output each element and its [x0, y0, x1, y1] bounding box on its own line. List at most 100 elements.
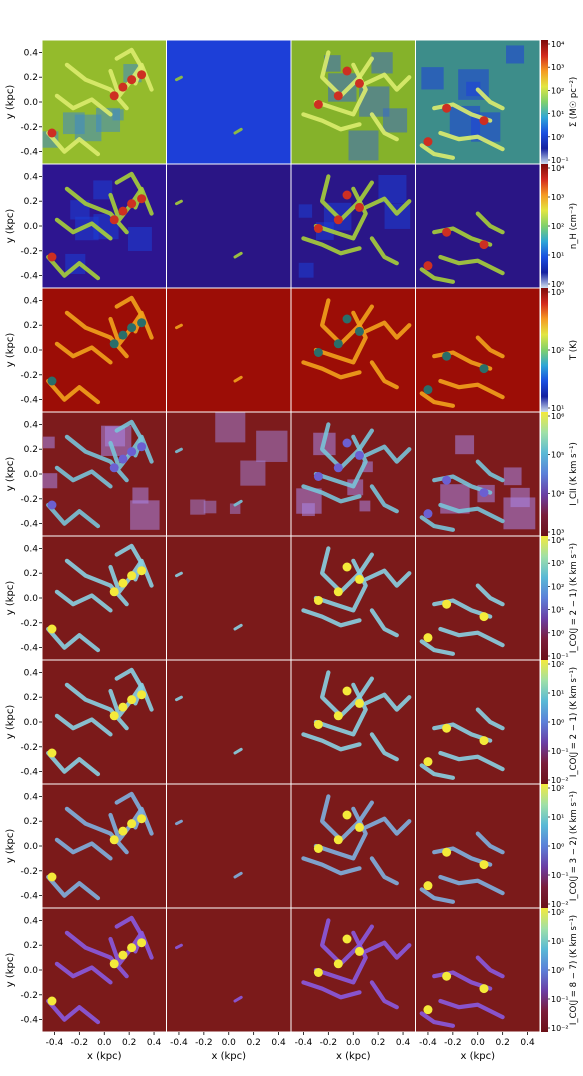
filament [438, 750, 505, 772]
y-tick-label: -0.2 [20, 371, 38, 381]
amr-cell [384, 203, 411, 229]
amr-cell [506, 45, 525, 64]
colorbar-row-1: 10⁴ 10³ 10² 10¹ 10⁰ 10⁻¹ Σ (M☉ pc⁻²) [541, 40, 579, 165]
y-tick-label: -0.4 [20, 396, 38, 406]
colorbar-label: T (K) [569, 340, 579, 361]
amr-cell [455, 435, 475, 455]
clump [118, 702, 128, 712]
amr-cell [359, 500, 371, 512]
colorbar-tick-label: 10¹ [551, 404, 564, 413]
y-tick-label: 0.4 [24, 296, 39, 306]
clump [442, 723, 452, 733]
panel-background [415, 660, 540, 784]
x-tick-label: 0.2 [495, 1038, 509, 1048]
panel-grid [41, 39, 541, 1033]
filament [54, 589, 113, 613]
panel-r7-c4 [415, 783, 541, 909]
filament [175, 695, 183, 702]
filament [54, 713, 113, 737]
filament [301, 112, 362, 132]
y-axis-row-1: 0.4 0.2 0.0 -0.2 -0.4 y (kpc) [5, 48, 42, 158]
colorbar-label: Σ (M☉ pc⁻²) [569, 77, 579, 127]
colorbar-scale [541, 536, 548, 660]
x-axis-col-2: -0.4 -0.2 0.0 0.2 0.4 x (kpc) [170, 1032, 286, 1062]
clump [47, 376, 57, 386]
filament [363, 72, 412, 92]
filament [369, 980, 399, 1010]
panel-r7-c3 [290, 783, 416, 909]
x-tick-label: 0.4 [147, 1038, 162, 1048]
amr-cell [347, 479, 364, 496]
clump [127, 447, 137, 457]
y-tick-label: 0.4 [24, 792, 39, 802]
filament [419, 267, 455, 284]
y-tick-label: 0.0 [24, 842, 39, 852]
clump [109, 463, 119, 473]
filament [233, 127, 243, 135]
colorbar-tick-label: 10⁻¹ [551, 871, 569, 880]
colorbar-tick-label: 10³ [551, 63, 564, 72]
filament [438, 874, 505, 896]
x-tick-label: 0.2 [122, 1038, 136, 1048]
panel-r4-c2 [166, 411, 292, 537]
colorbar-tick-label: 10⁻² [551, 776, 569, 785]
y-tick-label: -0.2 [20, 991, 38, 1001]
clump [313, 347, 323, 357]
y-axis-label: y (kpc) [5, 333, 16, 368]
clump [118, 82, 128, 92]
colorbar-tick-label: 10² [551, 86, 564, 95]
clump [354, 822, 364, 832]
clump [109, 711, 119, 721]
panel-r5-c3 [290, 535, 416, 661]
amr-cell [43, 436, 55, 449]
panel-r6-c2 [166, 659, 292, 785]
colorbar-tick-label: 10¹ [551, 251, 564, 260]
y-tick-label: -0.2 [20, 247, 38, 257]
panel-r2-c1 [41, 163, 167, 289]
clump [47, 624, 57, 634]
y-tick-label: 0.2 [24, 569, 38, 579]
y-axis-row-5: 0.4 0.2 0.0 -0.2 -0.4 y (kpc) [5, 544, 42, 654]
panel-background [166, 288, 291, 412]
colorbar-scale [541, 40, 548, 164]
filament [233, 375, 243, 383]
clump [127, 199, 137, 209]
y-tick-label: -0.4 [20, 272, 38, 282]
clump [118, 826, 128, 836]
filament [233, 251, 243, 259]
clump [342, 314, 352, 324]
filament [64, 806, 129, 855]
filament [301, 484, 362, 504]
clump [127, 75, 137, 85]
clump [109, 91, 119, 101]
clump [118, 578, 128, 588]
y-tick-label: -0.4 [20, 148, 38, 158]
y-tick-label: 0.2 [24, 197, 38, 207]
panel-background [415, 908, 540, 1032]
y-axis-row-4: 0.4 0.2 0.0 -0.2 -0.4 y (kpc) [5, 420, 42, 530]
x-axis-label: x (kpc) [87, 1051, 122, 1062]
filament [64, 186, 129, 235]
colorbar-row-2: 10⁴ 10³ 10² 10¹ 10⁰ n_H (cm⁻³) [541, 164, 579, 289]
filament [475, 211, 505, 235]
x-tick-label: 0.0 [97, 1038, 112, 1048]
colorbar-tick-label: 10⁰ [551, 966, 564, 975]
clump [333, 959, 343, 969]
y-tick-label: 0.2 [24, 941, 38, 951]
clump [479, 984, 489, 994]
clump [137, 318, 147, 328]
colorbar-label: n_H (cm⁻³) [569, 203, 579, 249]
y-axis-row-2: 0.4 0.2 0.0 -0.2 -0.4 y (kpc) [5, 172, 42, 282]
clump [109, 959, 119, 969]
panel-background [415, 288, 540, 412]
y-axis-row-3: 0.4 0.2 0.0 -0.2 -0.4 y (kpc) [5, 296, 42, 406]
clump [313, 99, 323, 109]
panel-background [291, 536, 416, 660]
filament [301, 236, 362, 256]
colorbar-tick-label: 10⁵ [551, 451, 564, 460]
filament [363, 444, 412, 464]
clump [118, 330, 128, 340]
y-tick-label: 0.0 [24, 718, 39, 728]
clump [354, 202, 364, 212]
amr-cell [132, 487, 149, 504]
